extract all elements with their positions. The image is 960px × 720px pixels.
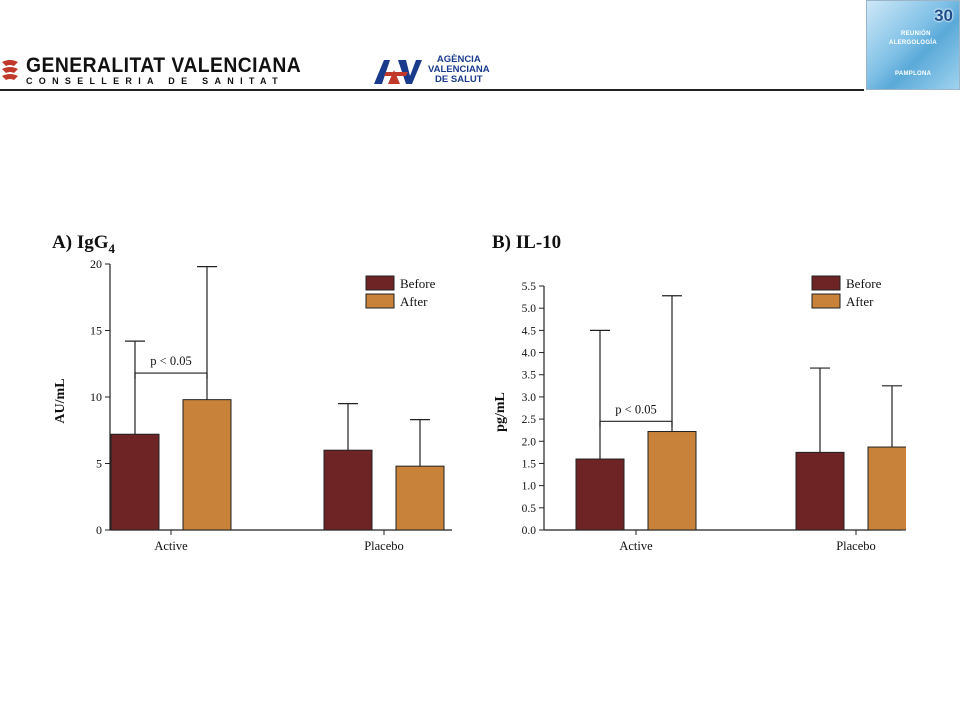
avs-logo: AGÈNCIA VALENCIANA DE SALUT: [372, 52, 532, 88]
conselleria-subtitle: CONSELLERIA DE SANITAT: [26, 76, 284, 86]
slide-header: GENERALITAT VALENCIANA CONSELLERIA DE SA…: [0, 0, 960, 92]
significance-label: p < 0.05: [615, 402, 656, 416]
bar-before: [323, 449, 373, 531]
legend-label-after: After: [846, 294, 874, 309]
panel-label: A): [52, 232, 77, 253]
y-tick-label: 15: [90, 324, 102, 338]
y-tick-label: 3.0: [522, 392, 537, 404]
badge-number: 30: [934, 6, 953, 25]
avs-line-2: VALENCIANA: [428, 64, 490, 75]
y-tick-label: 4.5: [522, 325, 537, 337]
chart-title: B) IL-10: [492, 232, 561, 253]
badge-line-3: PAMPLONA: [895, 71, 932, 77]
x-tick-label: Placebo: [364, 539, 404, 553]
bar-before: [795, 451, 845, 531]
significance-bracket: [134, 372, 208, 380]
y-tick-label: 1.0: [522, 481, 537, 493]
x-tick-label: Active: [619, 539, 653, 553]
y-tick-label: 0.0: [522, 525, 537, 537]
y-tick-label: 20: [90, 257, 102, 271]
bar-before: [110, 433, 160, 531]
chart-title: A) IgG4: [52, 232, 116, 256]
y-tick-label: 2.0: [522, 436, 537, 448]
significance-label: p < 0.05: [150, 354, 191, 368]
badge-line-2: ALERGOLOGÍA: [889, 40, 937, 46]
panel-label: B): [492, 232, 516, 253]
badge-line-1: REUNIÓN: [901, 31, 931, 37]
y-tick-label: 0.5: [522, 503, 537, 515]
title-main: IL-10: [516, 232, 561, 253]
y-tick-label: 0: [96, 523, 102, 537]
avs-line-1: AGÈNCIA: [436, 54, 481, 65]
legend-swatch-after: [365, 293, 395, 309]
chart-a-igg4: A) IgG4 AU/mL 0 5 10 15 20 Active Placebo p < 0.0…: [52, 232, 452, 553]
bar-after: [395, 465, 445, 531]
y-tick-label: 1.5: [522, 458, 537, 470]
legend-label-before: Before: [400, 276, 436, 291]
y-tick-label: 5.5: [522, 281, 537, 293]
legend-label-before: Before: [846, 276, 882, 291]
y-tick-label: 2.5: [522, 414, 537, 426]
y-tick-label: 5: [96, 457, 102, 471]
legend-swatch-before: [811, 275, 841, 291]
congress-badge: 30 REUNIÓN ALERGOLOGÍA PAMPLONA: [866, 0, 960, 90]
generalitat-valenciana-logo: GENERALITAT VALENCIANA CONSELLERIA DE SA…: [0, 54, 302, 90]
y-axis-label: AU/mL: [53, 378, 68, 423]
y-tick-label: 5.0: [522, 303, 537, 315]
title-main: IgG: [77, 232, 109, 253]
legend-swatch-before: [365, 275, 395, 291]
title-subscript: 4: [109, 241, 116, 256]
legend-swatch-after: [811, 293, 841, 309]
y-tick-label: 10: [90, 390, 102, 404]
x-tick-label: Active: [154, 539, 188, 553]
generalitat-title: GENERALITAT VALENCIANA: [26, 54, 302, 77]
header-rule: [0, 89, 864, 91]
y-axis-label: pg/mL: [493, 392, 508, 432]
y-tick-label: 3.5: [522, 370, 537, 382]
legend-label-after: After: [400, 294, 428, 309]
bar-after: [182, 399, 232, 531]
x-tick-label: Placebo: [836, 539, 876, 553]
avs-mark-icon: [374, 60, 422, 84]
significance-bracket: [599, 420, 673, 428]
y-tick-label: 4.0: [522, 348, 537, 360]
avs-line-3: DE SALUT: [435, 74, 483, 85]
avs-text: AGÈNCIA VALENCIANA DE SALUT: [428, 55, 490, 85]
bar-before: [575, 458, 625, 531]
bar-after: [647, 431, 697, 531]
generalitat-crest-icon: [2, 60, 18, 80]
chart-b-il10: B) IL-10 pg/mL 0.0 0.5 1.0 1.5 2.0 2.5 3.0 3.5 4.0…: [492, 232, 906, 553]
bar-after: [867, 446, 906, 531]
